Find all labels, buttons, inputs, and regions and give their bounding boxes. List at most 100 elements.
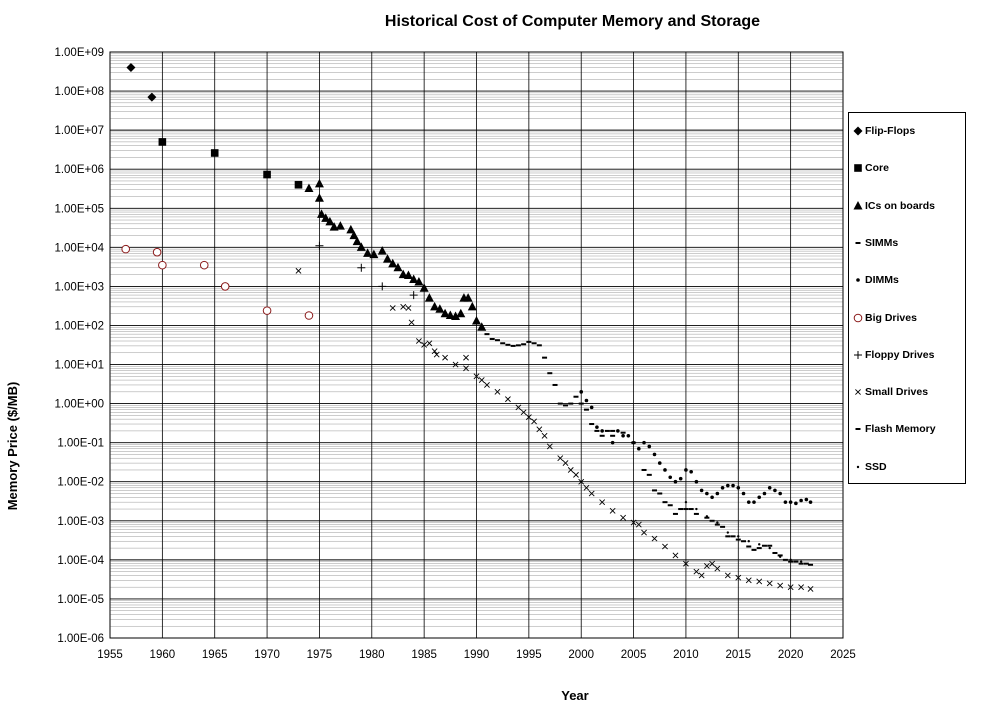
point-flash-memory (782, 558, 788, 561)
point-small-drives (525, 414, 532, 421)
point-flash-memory (631, 441, 637, 444)
point-flash-memory (761, 544, 767, 547)
point-dimms (621, 433, 625, 438)
point-dimms (808, 500, 813, 504)
legend-symbol (855, 428, 861, 431)
point-small-drives (541, 432, 548, 439)
x-tick-label: 1995 (516, 649, 542, 661)
point-ics-on-boards (388, 258, 398, 268)
y-tick-label: 1.00E+03 (54, 281, 104, 293)
point-small-drives (583, 484, 590, 491)
legend-label: ICs on boards (865, 199, 936, 212)
legend-label: Small Drives (865, 386, 929, 399)
point-ics-on-boards (346, 224, 356, 234)
point-small-drives (630, 519, 637, 526)
point-ssd (778, 555, 782, 558)
point-small-drives (641, 529, 647, 536)
y-tick-label: 1.00E+01 (54, 360, 104, 372)
point-simms (526, 340, 532, 343)
legend-item-core: Core (853, 160, 889, 176)
legend-item-floppy-drives: Floppy Drives (853, 347, 934, 363)
x-tick-label: 2005 (621, 649, 647, 661)
legend-item-flash-memory: Flash Memory (853, 421, 936, 437)
point-small-drives (683, 560, 689, 567)
point-small-drives (504, 396, 511, 403)
point-dimms (710, 495, 714, 500)
grid (109, 51, 844, 639)
point-ics-on-boards (369, 249, 379, 259)
point-simms (494, 339, 500, 342)
point-ics-on-boards (403, 270, 413, 280)
point-small-drives (777, 582, 784, 589)
x-tick-label: 1965 (202, 649, 228, 661)
point-small-drives (807, 586, 814, 592)
point-ics-on-boards (398, 269, 408, 279)
legend-marker-dimms (856, 278, 860, 282)
point-ics-on-boards (314, 178, 324, 188)
point-flash-memory (808, 563, 814, 566)
point-floppy-drives (409, 291, 418, 300)
point-small-drives (452, 361, 459, 368)
legend-marker-small-drives (855, 389, 861, 396)
point-core (158, 138, 167, 146)
point-small-drives (426, 340, 433, 347)
point-dimms (788, 500, 793, 504)
point-ics-on-boards (445, 310, 455, 319)
legend-marker-simms (855, 241, 861, 244)
point-floppy-drives (315, 241, 324, 250)
point-ics-on-boards (325, 216, 335, 226)
legend-symbol (855, 389, 861, 396)
point-ics-on-boards (304, 183, 314, 193)
legend-item-small-drives: Small Drives (853, 384, 928, 400)
point-small-drives (431, 348, 438, 355)
point-dimms (757, 495, 762, 500)
legend-item-big-drives: Big Drives (853, 310, 917, 326)
legend-label: DIMMs (865, 274, 899, 287)
point-small-drives (520, 409, 527, 416)
point-ics-on-boards (472, 316, 481, 325)
point-ics-on-boards (414, 276, 424, 286)
point-dimms (762, 491, 767, 496)
point-small-drives (478, 377, 485, 383)
point-big-drives (152, 247, 162, 257)
point-small-drives (620, 514, 627, 521)
point-small-drives (735, 574, 742, 581)
point-ssd (799, 560, 803, 563)
y-tick-label: 1.00E-02 (57, 477, 104, 489)
point-ics-on-boards (451, 311, 461, 320)
point-small-drives (562, 460, 569, 467)
point-simms (510, 344, 516, 347)
point-dimms (705, 491, 709, 496)
point-ics-on-boards (314, 193, 324, 202)
point-core (263, 170, 271, 179)
point-small-drives (573, 471, 579, 478)
y-tick-label: 1.00E+00 (54, 399, 104, 411)
point-dimms (589, 405, 594, 410)
point-small-drives (389, 305, 396, 311)
point-small-drives (567, 467, 574, 473)
x-tick-label: 2010 (673, 649, 699, 661)
point-small-drives (609, 507, 616, 514)
point-floppy-drives (357, 263, 366, 272)
point-ics-on-boards (349, 230, 359, 240)
point-small-drives (442, 354, 449, 361)
point-small-drives (651, 535, 658, 542)
point-flash-memory (741, 540, 747, 543)
point-flash-memory (803, 562, 809, 565)
point-flash-memory (725, 535, 731, 538)
point-dimms (699, 488, 704, 493)
point-small-drives (295, 267, 302, 274)
y-tick-label: 1.00E-03 (57, 516, 104, 528)
point-ics-on-boards (424, 293, 434, 302)
point-simms (552, 383, 558, 386)
legend: Flip-Flops Core ICs on boards SIMMs DIMMs Big… (848, 112, 966, 484)
legend-marker-flash-memory (855, 428, 861, 431)
point-flash-memory (746, 545, 752, 548)
point-small-drives (463, 365, 469, 372)
point-ics-on-boards (377, 246, 387, 255)
point-flash-memory (751, 548, 757, 551)
point-dimms (610, 440, 615, 445)
point-small-drives (662, 543, 668, 550)
point-flash-memory (672, 512, 678, 515)
point-flash-memory (610, 429, 616, 432)
